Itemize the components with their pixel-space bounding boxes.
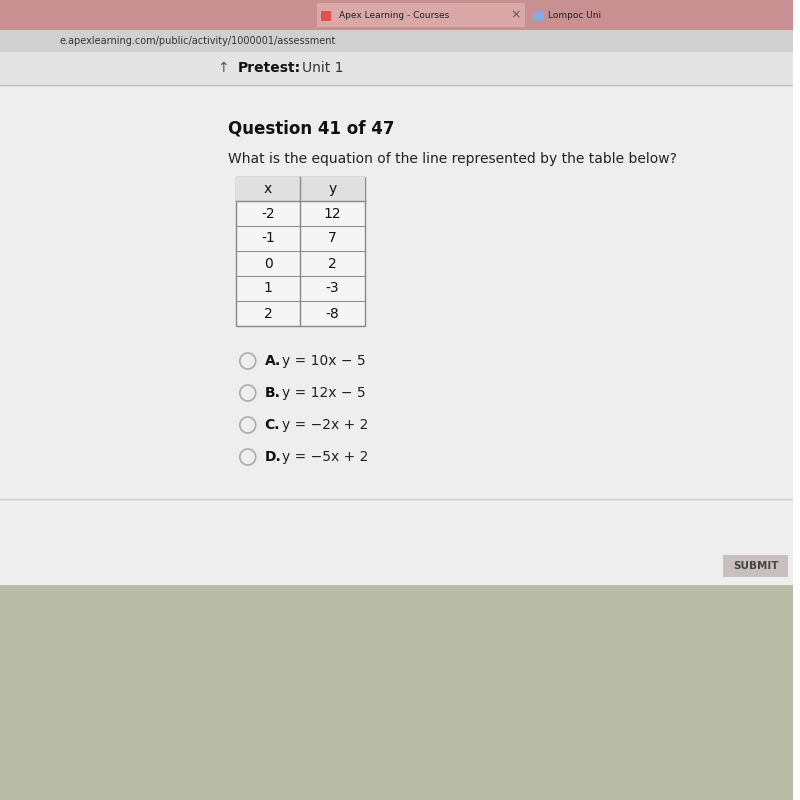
FancyBboxPatch shape [236, 177, 365, 201]
Text: A.: A. [265, 354, 281, 368]
Text: C.: C. [265, 418, 280, 432]
Text: Lompoc Uni: Lompoc Uni [548, 10, 601, 19]
FancyBboxPatch shape [0, 30, 793, 52]
Text: D.: D. [265, 450, 282, 464]
Text: Pretest:: Pretest: [238, 61, 301, 75]
Text: B.: B. [265, 386, 281, 400]
Text: -2: -2 [262, 206, 275, 221]
Text: y: y [328, 182, 337, 196]
FancyBboxPatch shape [317, 3, 526, 27]
Text: SUBMIT: SUBMIT [733, 561, 778, 571]
Text: -1: -1 [262, 231, 275, 246]
Text: x: x [264, 182, 272, 196]
FancyBboxPatch shape [723, 555, 788, 577]
FancyBboxPatch shape [0, 84, 793, 585]
Text: -8: -8 [326, 306, 339, 321]
Text: 12: 12 [324, 206, 342, 221]
Text: e.apexlearning.com/public/activity/1000001/assessment: e.apexlearning.com/public/activity/10000… [59, 36, 336, 46]
FancyBboxPatch shape [0, 0, 793, 30]
Text: y = 12x − 5: y = 12x − 5 [282, 386, 366, 400]
FancyBboxPatch shape [0, 0, 793, 585]
Text: 0: 0 [264, 257, 273, 270]
FancyBboxPatch shape [530, 3, 649, 27]
Text: -3: -3 [326, 282, 339, 295]
Text: 1: 1 [264, 282, 273, 295]
Text: ×: × [510, 9, 521, 22]
FancyBboxPatch shape [0, 52, 793, 84]
FancyBboxPatch shape [534, 11, 544, 21]
Text: What is the equation of the line represented by the table below?: What is the equation of the line represe… [228, 152, 677, 166]
Text: 7: 7 [328, 231, 337, 246]
Text: y = −5x + 2: y = −5x + 2 [282, 450, 369, 464]
Text: Apex Learning - Courses: Apex Learning - Courses [339, 10, 450, 19]
FancyBboxPatch shape [321, 11, 331, 21]
Text: 2: 2 [264, 306, 273, 321]
Text: y = 10x − 5: y = 10x − 5 [282, 354, 366, 368]
FancyBboxPatch shape [236, 177, 365, 326]
Text: Unit 1: Unit 1 [302, 61, 344, 75]
Text: y = −2x + 2: y = −2x + 2 [282, 418, 369, 432]
Text: 2: 2 [328, 257, 337, 270]
Text: ↑: ↑ [217, 61, 229, 75]
Text: Question 41 of 47: Question 41 of 47 [228, 120, 394, 138]
